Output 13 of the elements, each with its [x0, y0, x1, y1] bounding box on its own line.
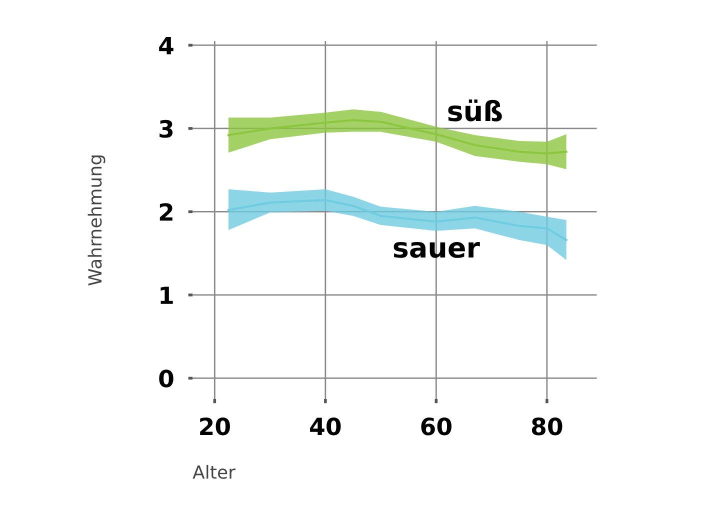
y-tick-label: 2 [160, 203, 172, 221]
x-tick-label: 80 [532, 417, 562, 436]
y-tick-label: 4 [159, 36, 174, 54]
series-label: sauer [394, 242, 480, 258]
y-tick-label: 1 [160, 286, 173, 304]
series-label: süß [448, 100, 502, 122]
x-tick-label: 20 [200, 417, 230, 436]
y-tick-label: 0 [159, 370, 174, 388]
y-axis-title: Wahrnehmung [88, 156, 106, 286]
x-axis-title: Alter [192, 464, 236, 479]
y-tick-label: 3 [160, 120, 173, 138]
x-tick-label: 40 [310, 417, 341, 436]
x-tick-label: 60 [421, 417, 452, 436]
